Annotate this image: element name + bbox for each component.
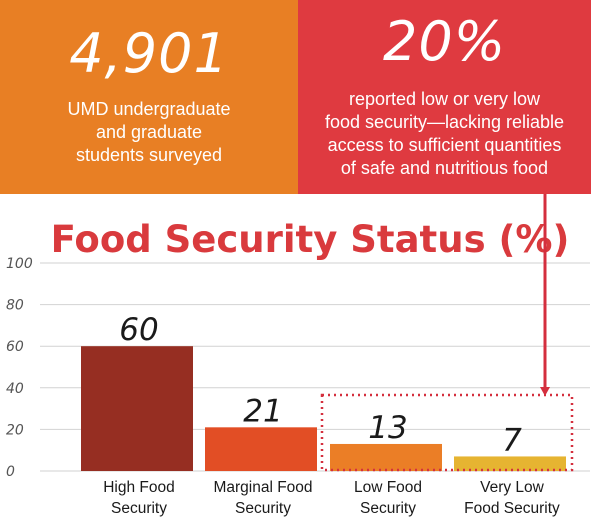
category-labels: High Food Security Marginal Food Security Lo… [103,479,560,517]
surveyed-count-panel: 4,901 UMD undergraduate and graduate stu… [0,0,298,194]
bars [81,346,566,471]
surveyed-count-description: UMD undergraduate and graduate students … [0,98,298,167]
highlight-box [320,393,574,472]
data-label: 13 [368,410,407,446]
low-food-security-panel: 20% reported low or very low food securi… [298,0,591,194]
y-tick-label: 20 [6,422,24,438]
chart-title: Food Security Status (%) [51,218,570,261]
data-label: 7 [502,422,522,458]
low-food-security-description: reported low or very low food security—l… [298,88,591,180]
category-label: Marginal Food [213,479,312,496]
data-label: 60 [119,312,158,348]
low-security-description-line: reported low or very low [348,89,541,109]
y-tick-label: 60 [6,339,24,355]
data-label: 21 [243,393,282,429]
low-food-security-percent: 20% [382,10,507,73]
y-tick-label: 0 [6,464,15,480]
bar [205,427,317,471]
category-label: Security [111,500,167,517]
data-labels: 60 21 13 7 [119,312,522,458]
surveyed-count-value: 4,901 [69,22,229,85]
surveyed-description-line: and graduate [95,122,203,142]
category-label: Security [235,500,291,517]
low-security-description-line: access to sufficient quantities [327,135,562,155]
category-label: High Food [103,479,175,496]
food-security-bar-chart: Food Security Status (%) 0 20 40 60 80 100 60… [6,194,590,517]
surveyed-description-line: UMD undergraduate [67,99,231,119]
bar [330,443,442,471]
connector-arrowhead [540,387,550,396]
surveyed-description-line: students surveyed [75,145,223,165]
y-tick-label: 80 [6,298,24,314]
y-axis-ticks: 0 20 40 60 80 100 [6,256,33,480]
bar [81,346,193,471]
category-label: Low Food [354,479,422,496]
category-label: Food Security [464,500,560,517]
low-security-description-line: of safe and nutritious food [340,158,549,178]
low-security-description-line: food security—lacking reliable [324,112,565,132]
highlight-callout [320,194,574,472]
y-tick-label: 40 [6,381,24,397]
category-label: Very Low [480,479,545,496]
category-label: Security [360,500,416,517]
y-tick-label: 100 [6,256,33,272]
bar [454,456,566,471]
